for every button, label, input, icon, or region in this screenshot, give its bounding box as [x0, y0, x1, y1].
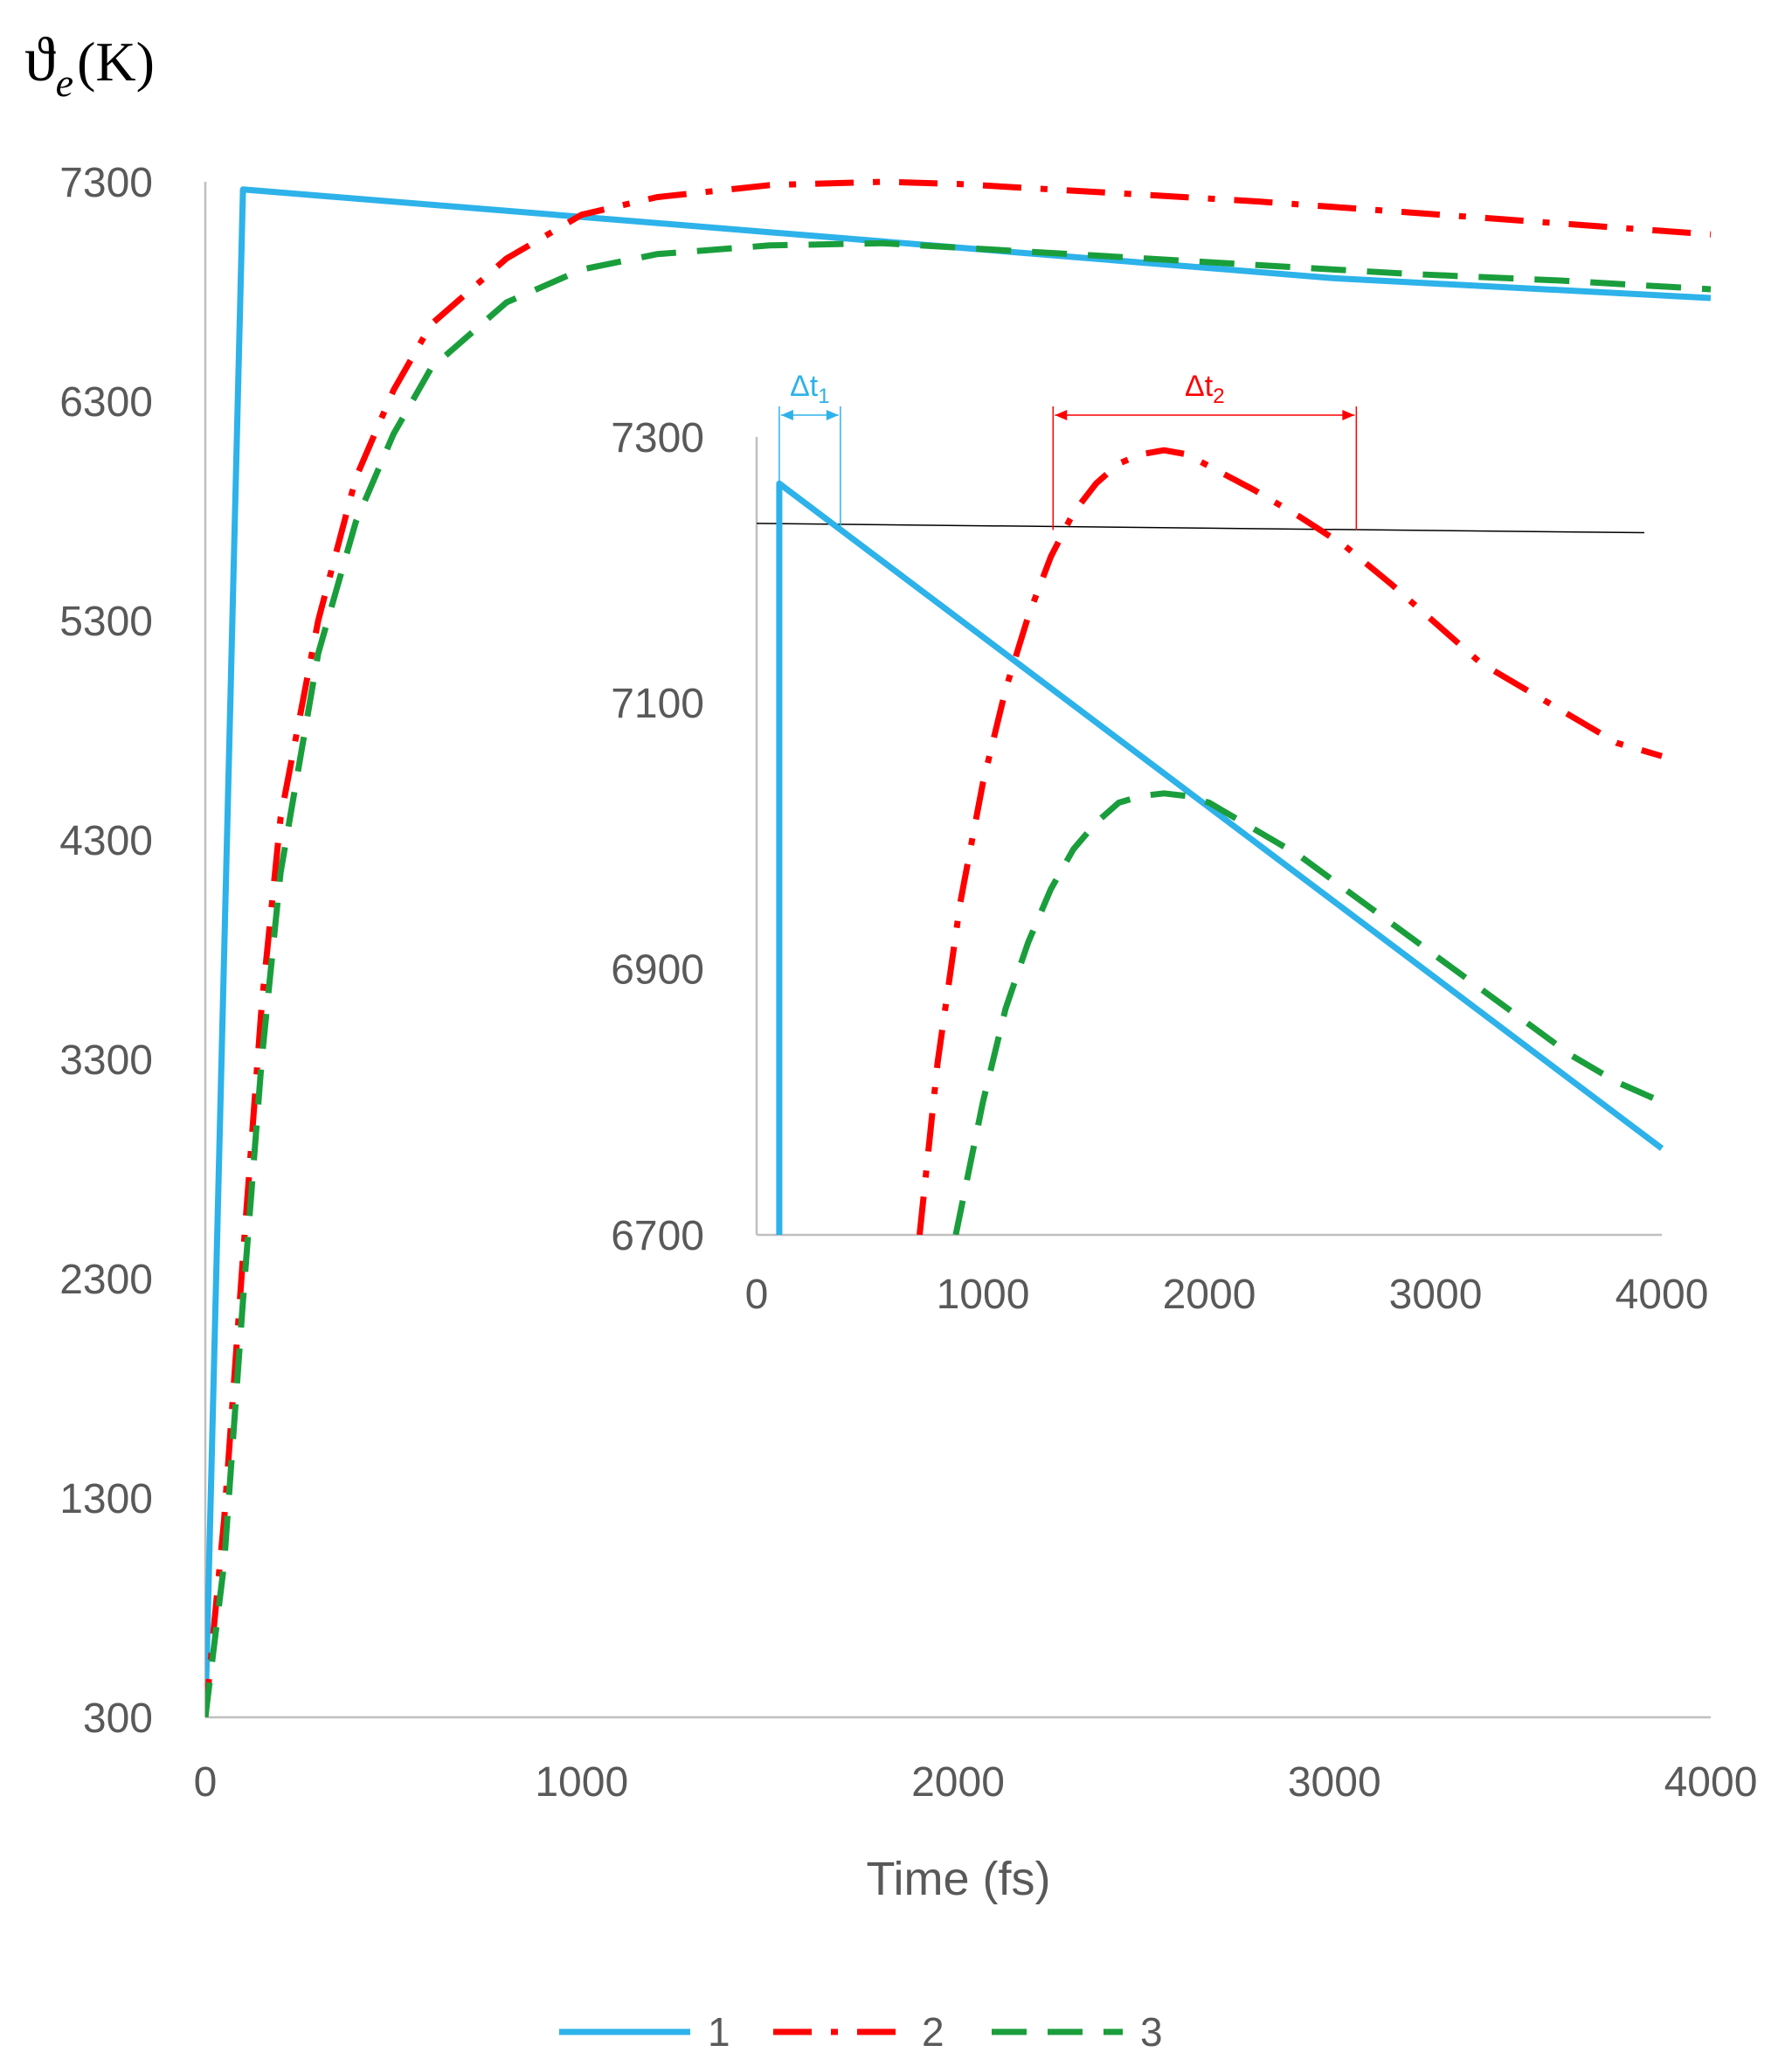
inset-series-3-line [952, 790, 1664, 1235]
main-y-tick-label: 2300 [59, 1257, 153, 1303]
legend-item-2: 2 [773, 2009, 944, 2055]
main-series-3-line [205, 239, 1712, 1717]
main-y-axis-title: ϑe(K) [24, 24, 155, 105]
main-y-tick-label: 1300 [59, 1476, 153, 1522]
main-series-1-line [205, 186, 1712, 1717]
inset-x-tick-label: 0 [745, 1272, 769, 1318]
inset-x-tick-label: 4000 [1616, 1272, 1709, 1318]
inset-y-tick-label: 7300 [611, 415, 704, 461]
inset-x-tick-label: 2000 [1163, 1272, 1256, 1318]
main-x-tick-label: 2000 [911, 1759, 1005, 1806]
main-x-tick-label: 1000 [535, 1759, 628, 1806]
y-axis-subscript: e [56, 60, 73, 105]
legend-label-3: 3 [1140, 2009, 1163, 2055]
legend-item-3: 3 [992, 2009, 1163, 2055]
legend: 1 2 3 [559, 2009, 1163, 2055]
main-y-tick-label: 3300 [59, 1037, 153, 1084]
inset-y-tick-label: 6700 [611, 1213, 704, 1259]
inset-y-tick-label: 6900 [611, 946, 704, 993]
main-y-tick-label: 7300 [59, 160, 153, 206]
inset-y-tick-label: 7100 [611, 681, 704, 727]
main-x-axis-title: Time (fs) [867, 1853, 1051, 1905]
main-plot: 300 1300 2300 3300 4300 5300 6300 7300 0 1000 2000… [59, 160, 1757, 1806]
y-axis-unit: (K) [77, 31, 155, 93]
inset-annotation-label: Δt2 [1185, 370, 1225, 408]
main-y-tick-label: 300 [83, 1695, 153, 1742]
y-axis-symbol: ϑ [24, 24, 56, 94]
inset-reference-line [756, 523, 1645, 534]
legend-item-1: 1 [559, 2009, 730, 2055]
main-y-tick-label: 4300 [59, 818, 153, 864]
inset-annotation-label: Δt1 [790, 370, 830, 408]
inset-background [725, 350, 1756, 1346]
inset-annotation-dt1: Δt1 [778, 370, 841, 530]
main-y-tick-label: 5300 [59, 599, 153, 645]
legend-label-2: 2 [922, 2009, 944, 2055]
main-x-tick-label: 3000 [1288, 1759, 1381, 1806]
legend-label-1: 1 [708, 2009, 730, 2055]
inset-annotation-dt2: Δt2 [1052, 370, 1358, 530]
inset-plot: 6700 6900 7100 7300 0 1000 2000 3000 4000 Δt1 Δt2 [611, 370, 1708, 1318]
main-x-tick-label: 0 [194, 1759, 218, 1806]
inset-series-2-line [917, 447, 1663, 1235]
main-y-tick-label: 6300 [59, 379, 153, 426]
inset-x-tick-label: 1000 [937, 1272, 1030, 1318]
inset-x-tick-label: 3000 [1389, 1272, 1483, 1318]
main-x-tick-label: 4000 [1664, 1759, 1758, 1806]
